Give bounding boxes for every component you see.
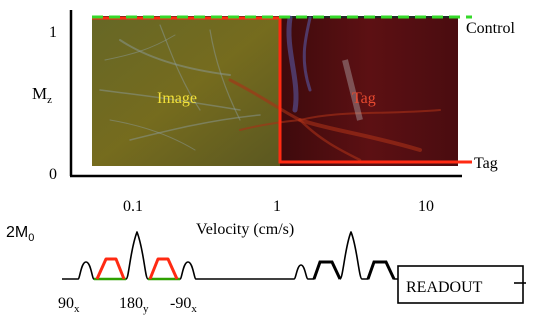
y-axis-label: Mz [32,84,52,106]
rf-pulse-minus90x [180,262,288,279]
magnetization-plot: Mz 1 0 0.1 1 10 Velocity (cm/s) Image Ta… [32,10,515,238]
image-region-label: Image [157,90,197,107]
x-tick-10: 10 [418,198,434,215]
tag-curve-label: Tag [474,155,498,172]
tag-region-label: Tag [352,90,376,107]
y-tick-0: 0 [49,166,57,183]
rf-pulse-180y [126,232,148,279]
rf-pulse-90x [62,262,94,279]
x-tick-1: 1 [273,198,281,215]
gradient-lobe-2 [150,259,177,279]
x-axis-label: Velocity (cm/s) [196,221,294,238]
y-tick-1: 1 [49,24,57,41]
pulse-label-180y: 180y [119,295,149,315]
pulse-label-90x: 90x [58,295,80,315]
pulse-label-minus90x: -90x [170,295,197,315]
gradient-lobe-1 [97,259,124,279]
tag-gradient-lobes [97,259,177,279]
amplitude-label: 2M0 [6,224,34,244]
readout-label: READOUT [406,279,483,296]
imaging-module [288,232,398,279]
control-curve-label: Control [466,20,515,37]
x-tick-0-1: 0.1 [123,198,143,215]
vessel-image-background [92,16,458,166]
readout-block: READOUT [398,266,526,303]
